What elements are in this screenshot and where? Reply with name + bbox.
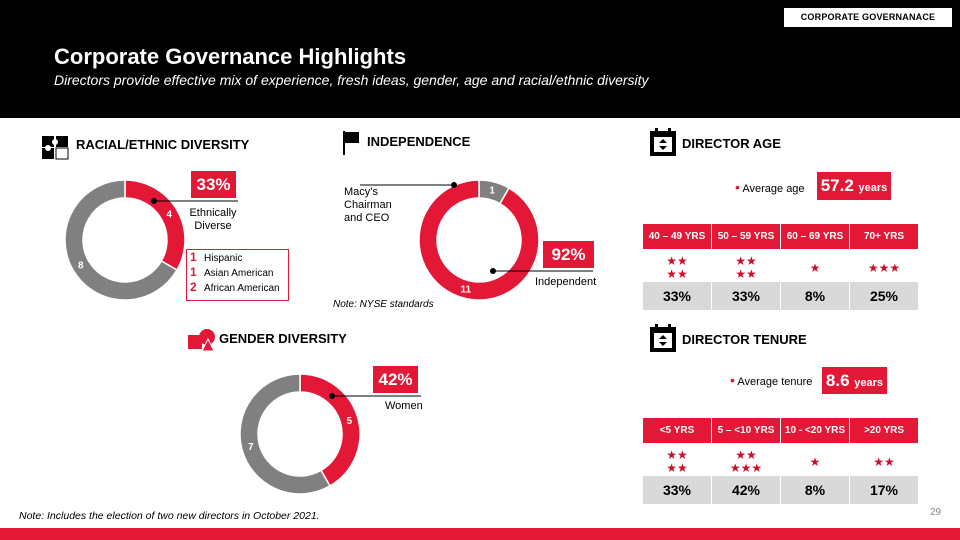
legend-row-african: 2 African American [190, 280, 280, 294]
racial-callout-line [151, 198, 238, 204]
independence-slice-label-0: 1 [489, 186, 495, 197]
independent-callout-label: Independent [535, 276, 597, 288]
flag-icon [343, 131, 359, 155]
page-title: Corporate Governance Highlights [54, 44, 407, 69]
age-stars-3: ★★★ [867, 261, 901, 275]
gender-pct-badge: 42% [373, 366, 418, 393]
age-header-2: 60 – 69 YRS [781, 224, 849, 249]
age-value-3: 25% [850, 282, 918, 310]
independence-slice-1 [418, 179, 540, 301]
independent-callout-line [490, 268, 593, 274]
shapes-icon [188, 329, 215, 352]
tenure-stars-2: ★ [809, 455, 821, 469]
independence-section-title: INDEPENDENCE [367, 134, 471, 149]
gender-donut-chart: 57 [239, 373, 361, 495]
puzzle-icon [42, 136, 69, 160]
legend-row-asian: 1 Asian American [190, 265, 274, 279]
avg-tenure-label: • Average tenure [730, 372, 813, 388]
tenure-section-title: DIRECTOR TENURE [682, 332, 807, 347]
legend-row-hispanic: 1 Hispanic [190, 250, 243, 264]
independence-donut-chart: 111 [418, 179, 540, 301]
age-value-2: 8% [781, 282, 849, 310]
gender-slice-label-1: 7 [248, 442, 254, 453]
tenure-stars-1: ★★ ★★★ [729, 448, 763, 475]
page-subtitle: Directors provide effective mix of exper… [54, 72, 649, 88]
avg-age-label: • Average age [735, 179, 805, 195]
gender-slice-label-0: 5 [346, 416, 352, 427]
ceo-callout-label: Macy’s Chairman and CEO [344, 186, 392, 224]
page-number: 29 [930, 507, 942, 518]
gender-section-title: GENDER DIVERSITY [219, 331, 347, 346]
racial-legend: 1 Hispanic 1 Asian American 2 African Ameri… [186, 249, 289, 301]
tenure-header-1: 5 – <10 YRS [712, 418, 780, 443]
independence-slice-label-1: 11 [461, 284, 472, 295]
tenure-header-3: >20 YRS [850, 418, 918, 443]
tenure-header-2: 10 - <20 YRS [781, 418, 849, 443]
racial-donut-chart: 48 [64, 179, 186, 301]
racial-section-title: RACIAL/ETHNIC DIVERSITY [76, 137, 250, 152]
racial-callout-label: Ethnically Diverse [189, 207, 237, 232]
footer-bar [0, 528, 960, 540]
tenure-value-2: 8% [781, 476, 849, 504]
racial-slice-label-1: 8 [78, 261, 84, 272]
age-stars-2: ★ [809, 261, 821, 275]
racial-slice-0 [124, 179, 186, 272]
tenure-header-0: <5 YRS [643, 418, 711, 443]
independence-pct-badge: 92% [543, 241, 594, 268]
age-value-1: 33% [712, 282, 780, 310]
age-header-1: 50 – 59 YRS [712, 224, 780, 249]
gender-callout-label: Women [385, 400, 423, 412]
calendar-icon [650, 128, 676, 156]
racial-slice-label-0: 4 [166, 210, 172, 221]
nyse-note: Note: NYSE standards [333, 299, 434, 310]
calendar-icon [650, 324, 676, 352]
age-stars-0: ★★ ★★ [666, 254, 688, 281]
tenure-value-0: 33% [643, 476, 711, 504]
tenure-stars-3: ★★ [873, 455, 895, 469]
age-header-0: 40 – 49 YRS [643, 224, 711, 249]
tenure-value-1: 42% [712, 476, 780, 504]
ceo-callout-line [360, 182, 457, 188]
age-value-0: 33% [643, 282, 711, 310]
age-section-title: DIRECTOR AGE [682, 136, 781, 151]
gender-slice-1 [239, 373, 332, 495]
age-header-3: 70+ YRS [850, 224, 918, 249]
gender-callout-line [329, 393, 421, 399]
tenure-value-3: 17% [850, 476, 918, 504]
tenure-stars-0: ★★ ★★ [666, 448, 688, 475]
racial-pct-badge: 33% [191, 171, 236, 198]
avg-age-badge: 57.2 years [817, 172, 891, 200]
section-tag: CORPORATE GOVERNANACE [784, 8, 952, 27]
age-stars-1: ★★ ★★ [735, 254, 757, 281]
footer-note: Note: Includes the election of two new d… [19, 510, 320, 522]
racial-slice-1 [64, 179, 178, 301]
avg-tenure-badge: 8.6 years [822, 367, 887, 394]
